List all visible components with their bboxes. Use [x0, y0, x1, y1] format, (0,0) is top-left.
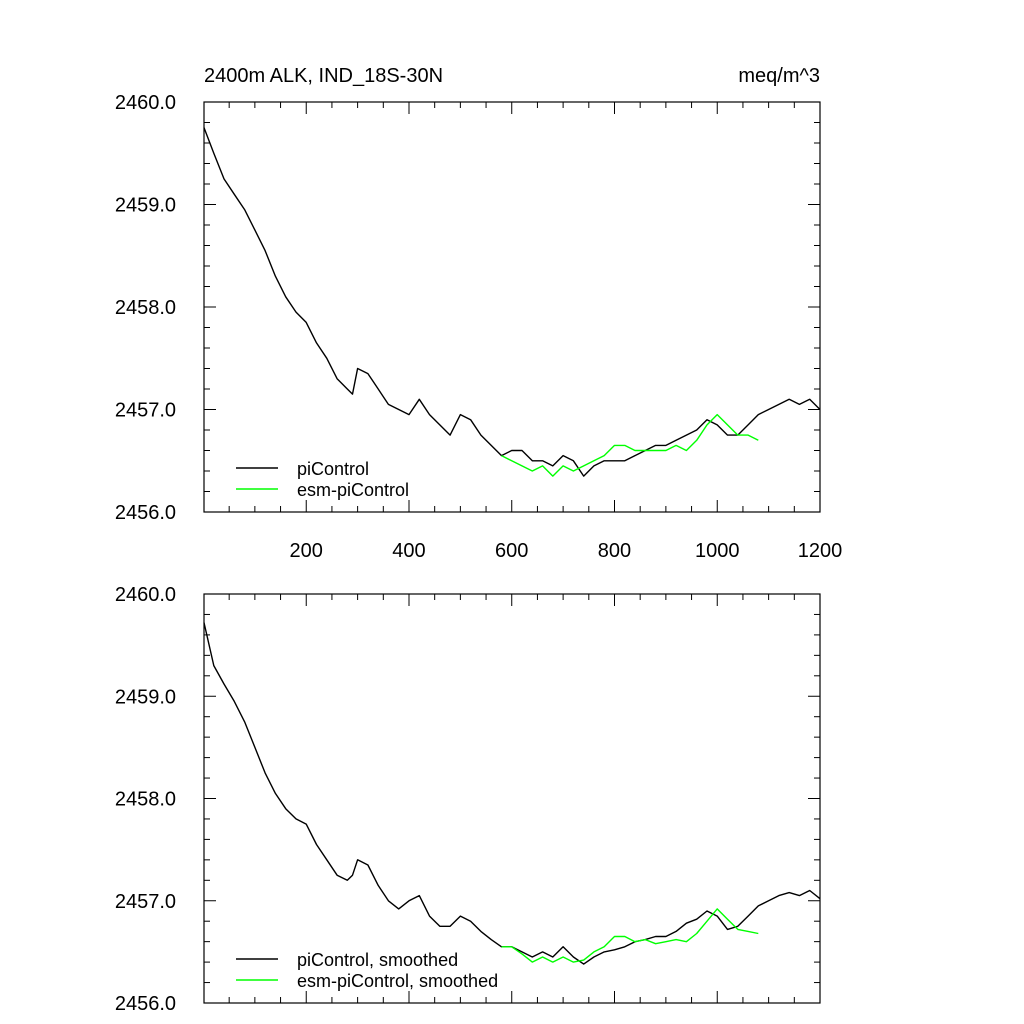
- legend-label: esm-piControl: [297, 480, 409, 500]
- y-tick-label: 2456.0: [115, 993, 176, 1015]
- legend-label: esm-piControl, smoothed: [297, 971, 498, 991]
- x-tick-label: 400: [392, 540, 425, 562]
- x-tick-label: 600: [495, 540, 528, 562]
- x-tick-label: 1000: [695, 540, 740, 562]
- y-tick-label: 2460.0: [115, 92, 176, 114]
- y-tick-label: 2458.0: [115, 297, 176, 319]
- top-panel: 2456.0 2457.0 2458.0 2459.0 2460.0 200 400 600 8…: [115, 92, 842, 562]
- chart-units-label: meq/m^3: [738, 65, 820, 87]
- y-tick-label: 2457.0: [115, 891, 176, 913]
- legend-label: piControl, smoothed: [297, 950, 458, 970]
- plot-frame: [203, 593, 821, 1004]
- y-tick-label: 2460.0: [115, 584, 176, 606]
- x-tick-label: 800: [598, 540, 631, 562]
- y-tick-label: 2459.0: [115, 686, 176, 708]
- series-line-picontrol: [203, 127, 821, 477]
- y-tick-label: 2458.0: [115, 789, 176, 811]
- x-tick-label: 200: [290, 540, 323, 562]
- bottom-panel: 2456.0 2457.0 2458.0 2459.0 2460.0 piControl,…: [115, 584, 821, 1015]
- y-tick-label: 2457.0: [115, 400, 176, 422]
- x-tick-label: 1200: [798, 540, 843, 562]
- series-line-esm-picontrol: [501, 908, 759, 963]
- chart-title-left: 2400m ALK, IND_18S-30N: [204, 65, 443, 87]
- series-line-picontrol: [203, 622, 821, 965]
- y-tick-label: 2456.0: [115, 502, 176, 524]
- legend-label: piControl: [297, 459, 369, 479]
- y-tick-label: 2459.0: [115, 195, 176, 217]
- series-line-esm-picontrol: [501, 413, 759, 477]
